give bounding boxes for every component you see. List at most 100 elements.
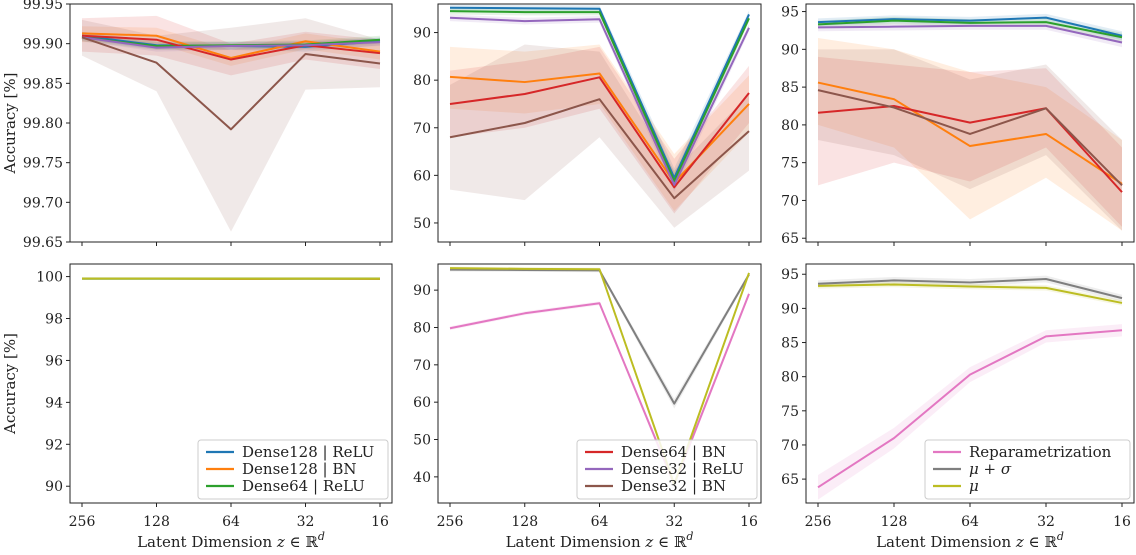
legend-label: Dense128 | BN xyxy=(242,460,357,478)
chart-panel-top-left: 99.65 99.70 99.75 99.80 99.85 99.90 99.95 Accur… xyxy=(1,0,393,251)
x-tick-label: 256 xyxy=(805,514,832,530)
band-dense128-bn xyxy=(450,44,749,212)
y-tick-label: 99.65 xyxy=(23,235,63,251)
y-tick-label: 90 xyxy=(45,479,63,495)
y-tick-label: 85 xyxy=(781,336,799,352)
y-axis-label: Accuracy [%] xyxy=(1,333,19,435)
legend-label: μ + σ xyxy=(969,460,1012,478)
x-tick-label: 128 xyxy=(143,514,170,530)
y-tick-label: 90 xyxy=(781,301,799,317)
plot-area xyxy=(449,4,750,228)
legend-box xyxy=(924,439,1131,500)
y-tick-label: 99.90 xyxy=(23,37,63,53)
y-tick-label: 94 xyxy=(45,395,63,411)
x-tick-label: 32 xyxy=(665,514,683,530)
y-tick-label: 90 xyxy=(413,283,431,299)
series-line-dense32-bn xyxy=(81,36,381,131)
x-tick-label: 64 xyxy=(222,514,240,530)
y-tick-label: 95 xyxy=(781,267,799,283)
plot-area xyxy=(449,266,750,489)
x-tick-label: 32 xyxy=(1037,514,1055,530)
band-- xyxy=(818,275,1122,302)
series-line-- xyxy=(817,283,1123,304)
y-tick-label: 99.70 xyxy=(23,195,63,211)
series-line-- xyxy=(817,278,1123,300)
band-- xyxy=(450,267,749,409)
x-axis-label: Latent Dimension z ∈ ℝd xyxy=(876,530,1064,551)
y-tick-label: 65 xyxy=(781,472,799,488)
y-tick-label: 99.95 xyxy=(23,0,63,13)
series-line-- xyxy=(449,268,750,405)
y-tick-label: 92 xyxy=(45,437,63,453)
y-tick-label: 70 xyxy=(413,121,431,137)
legend-box xyxy=(197,439,389,500)
series-line-reparametrization xyxy=(817,329,1123,489)
legend-label: Dense64 | ReLU xyxy=(242,477,365,495)
x-axis-label: Latent Dimension z ∈ ℝd xyxy=(137,530,325,551)
chart-panel-top-right: 65 70 75 80 85 90 95 xyxy=(781,3,1135,247)
plot-area xyxy=(817,275,1123,500)
y-tick-label: 80 xyxy=(781,370,799,386)
x-tick-label: 128 xyxy=(881,514,908,530)
y-tick-label: 95 xyxy=(781,5,799,21)
y-tick-label: 99.80 xyxy=(23,116,63,132)
x-tick-label: 64 xyxy=(961,514,979,530)
legend-label: μ xyxy=(969,477,979,495)
x-tick-label: 256 xyxy=(437,514,464,530)
y-tick-label: 100 xyxy=(36,270,63,286)
y-tick-label: 40 xyxy=(413,470,431,486)
x-tick-label: 32 xyxy=(297,514,315,530)
series-line-dense64-relu xyxy=(817,19,1123,39)
chart-panel-bottom-left: 90 92 94 96 98 100 256 128 64 32 16 Accuracy [%] Lat… xyxy=(1,263,393,551)
y-tick-label: 50 xyxy=(413,433,431,449)
y-tick-label: 90 xyxy=(781,42,799,58)
band-dense32-relu xyxy=(818,22,1122,48)
series-line-reparametrization xyxy=(449,293,750,486)
y-tick-label: 75 xyxy=(781,404,799,420)
y-tick-label: 70 xyxy=(413,358,431,374)
legend-label: Dense32 | BN xyxy=(621,477,726,495)
x-tick-label: 16 xyxy=(1113,514,1131,530)
x-axis-label: Latent Dimension z ∈ ℝd xyxy=(506,530,694,551)
band-dense32-bn xyxy=(82,18,380,232)
y-tick-label: 90 xyxy=(413,26,431,42)
series-line-dense64-bn xyxy=(81,34,381,61)
y-tick-label: 80 xyxy=(413,320,431,336)
series-line-dense32-relu xyxy=(81,36,381,49)
series-line-dense32-bn xyxy=(449,98,750,200)
x-tick-label: 128 xyxy=(511,514,538,530)
chart-panel-top-middle: 50 60 70 80 90 xyxy=(413,3,762,246)
x-tick-label: 256 xyxy=(69,514,96,530)
y-tick-label: 80 xyxy=(781,118,799,134)
series-line-dense128-relu xyxy=(817,16,1123,37)
y-tick-label: 65 xyxy=(781,231,799,247)
y-tick-label: 96 xyxy=(45,353,63,369)
series-line-dense32-relu xyxy=(817,24,1123,44)
plot-area xyxy=(81,15,381,232)
legend-label: Dense32 | ReLU xyxy=(621,460,744,478)
band-dense64-bn xyxy=(450,46,749,214)
x-tick-label: 16 xyxy=(371,514,389,530)
legend-label: Dense64 | BN xyxy=(621,443,726,461)
x-tick-label: 64 xyxy=(591,514,609,530)
y-tick-label: 60 xyxy=(413,168,431,184)
chart-panel-bottom-middle: 40 50 60 70 80 90 256 128 64 32 16 Latent Dimension… xyxy=(413,263,762,551)
legend-box xyxy=(576,439,758,500)
series-line-dense32-bn xyxy=(817,89,1123,187)
y-tick-label: 70 xyxy=(781,193,799,209)
y-tick-label: 99.75 xyxy=(23,156,63,172)
x-tick-label: 16 xyxy=(740,514,758,530)
y-tick-label: 60 xyxy=(413,395,431,411)
y-tick-label: 98 xyxy=(45,312,63,328)
series-line-dense64-bn xyxy=(449,76,750,189)
band-dense32-bn xyxy=(818,49,1122,231)
y-tick-label: 70 xyxy=(781,438,799,454)
legend-label: Reparametrization xyxy=(969,443,1112,461)
series-line-dense64-bn xyxy=(817,105,1123,193)
y-tick-label: 80 xyxy=(413,73,431,89)
chart-panel-bottom-right: 65 70 75 80 85 90 95 256 128 64 32 16 Latent Dimensi… xyxy=(781,263,1135,551)
